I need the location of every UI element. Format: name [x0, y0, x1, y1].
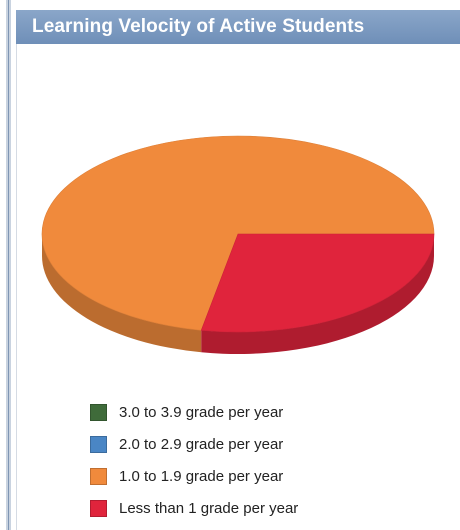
- chart-title-bar: Learning Velocity of Active Students: [16, 10, 460, 44]
- legend-swatch: [90, 435, 107, 453]
- legend-item-1-to-1-9: 1.0 to 1.9 grade per year: [90, 460, 298, 492]
- legend-swatch: [90, 467, 107, 485]
- pie-slice-2: [41, 135, 435, 331]
- chart-legend: 3.0 to 3.9 grade per year 2.0 to 2.9 gra…: [90, 396, 298, 524]
- legend-item-less-than-1: Less than 1 grade per year: [90, 492, 298, 524]
- legend-label: 1.0 to 1.9 grade per year: [119, 467, 284, 485]
- legend-swatch: [90, 499, 107, 517]
- legend-label: Less than 1 grade per year: [119, 499, 299, 517]
- legend-item-2-to-2-9: 2.0 to 2.9 grade per year: [90, 428, 298, 460]
- left-panel-edge-line: [8, 0, 9, 530]
- legend-swatch: [90, 403, 107, 421]
- legend-item-3-to-3-9: 3.0 to 3.9 grade per year: [90, 396, 298, 428]
- chart-panel: [16, 44, 460, 530]
- pie-slice-side-2: [42, 234, 202, 353]
- chart-title: Learning Velocity of Active Students: [32, 16, 365, 37]
- pie-slice-side-3: [201, 234, 434, 354]
- pie-slice-3: [200, 233, 435, 333]
- legend-label: 3.0 to 3.9 grade per year: [119, 403, 284, 421]
- legend-label: 2.0 to 2.9 grade per year: [119, 435, 284, 453]
